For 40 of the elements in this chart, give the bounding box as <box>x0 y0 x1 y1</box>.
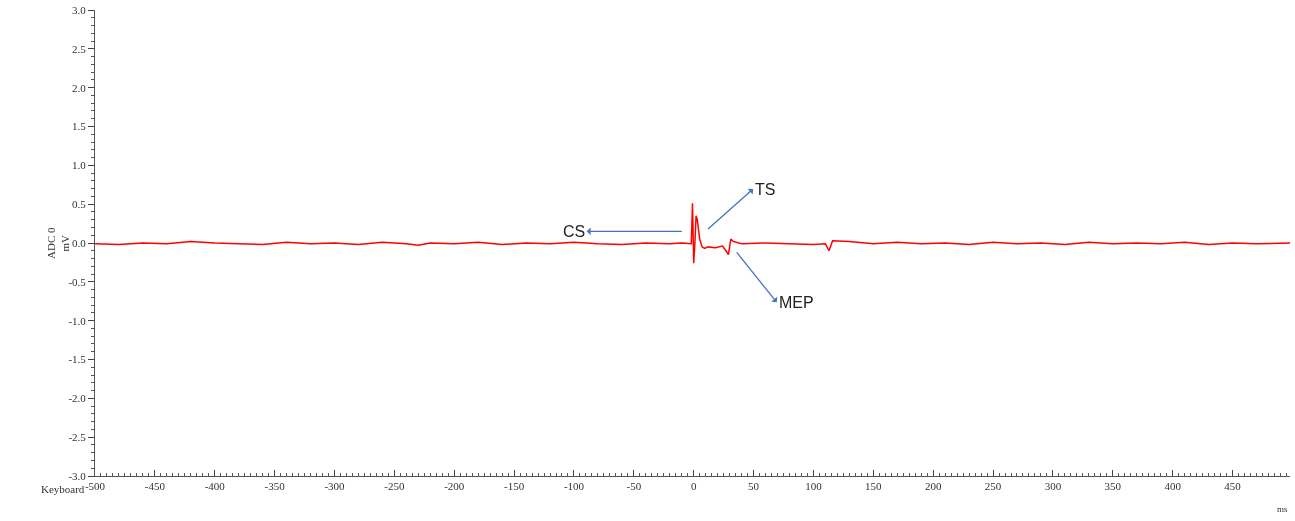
y-tick-label: -3.0 <box>68 469 87 482</box>
y-tick-label: 0.5 <box>72 198 87 211</box>
y-tick-label: 2.5 <box>72 42 87 55</box>
x-tick-label: -100 <box>563 480 585 493</box>
y-axis-title: ADC 0 mV <box>45 227 72 259</box>
x-tick-label: 50 <box>748 480 760 493</box>
x-tick-label: -150 <box>504 480 525 493</box>
text: Keyboard <box>41 483 85 495</box>
y-tick-label: -1.5 <box>68 353 87 366</box>
y-tick-label: -2.0 <box>68 392 87 405</box>
x-tick-label: -200 <box>444 480 465 493</box>
y-tick-label: -1.0 <box>68 314 87 327</box>
y-tick-label: 0.0 <box>72 236 87 249</box>
x-tick-label: 400 <box>1164 480 1182 493</box>
x-tick-label: 0 <box>690 480 697 493</box>
y-tick-label: -0.5 <box>68 275 87 288</box>
x-tick-label: 100 <box>805 480 823 493</box>
x-tick-label: 250 <box>984 480 1002 493</box>
x-tick-label: -250 <box>384 480 405 493</box>
y-tick-label: -2.5 <box>68 431 87 444</box>
annotation: CS <box>563 223 586 240</box>
x-tick-label: -300 <box>324 480 346 493</box>
x-tick-label: 150 <box>865 480 883 493</box>
y-tick-label: 1.5 <box>72 120 87 133</box>
line-series <box>95 202 1290 264</box>
y-tick-label: 3.0 <box>72 3 87 16</box>
x-tick-label: -50 <box>626 480 642 493</box>
x-tick-label: -350 <box>264 480 286 493</box>
x-axis-title: ms <box>1277 504 1288 514</box>
x-tick-label: -450 <box>144 480 166 493</box>
annotation: TS <box>755 181 776 198</box>
x-tick-label: 300 <box>1044 480 1062 493</box>
y-tick-label: 1.0 <box>72 159 87 172</box>
annotation: MEP <box>779 294 814 311</box>
x-tick-label: 200 <box>924 480 942 493</box>
x-tick-label: 350 <box>1104 480 1122 493</box>
x-tick-label: -500 <box>84 480 106 493</box>
x-tick-label: 450 <box>1224 480 1242 493</box>
y-tick-label: 2.0 <box>72 81 87 94</box>
x-tick-label: -400 <box>204 480 226 493</box>
